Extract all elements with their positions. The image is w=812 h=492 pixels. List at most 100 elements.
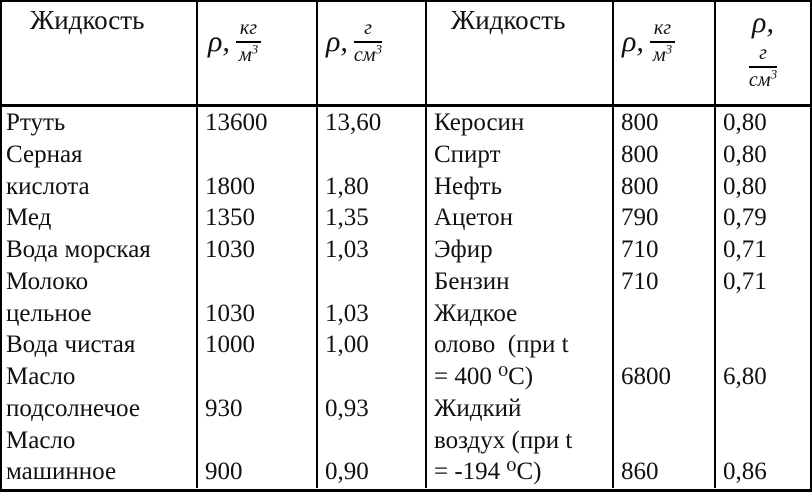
table-cell: 1,35 <box>316 202 425 234</box>
table-cell: 800 <box>612 107 714 139</box>
fraction-denominator: см3 <box>748 67 777 92</box>
fraction-kg-m3: кг м3 <box>649 17 676 67</box>
table-cell: Жидкий <box>425 392 612 425</box>
fraction-numerator: г <box>353 17 383 43</box>
table-row: Масло = 400 ⁰С) 6800 6,80 <box>2 361 810 393</box>
table-cell: 0,93 <box>316 392 425 425</box>
table-cell <box>316 361 425 393</box>
table-cell: Мед <box>6 204 52 232</box>
table-cell <box>612 329 714 361</box>
table-row: Ртуть 13600 13,60 Керосин 800 0,80 <box>2 107 810 139</box>
table-cell <box>612 297 714 330</box>
denominator-exponent: 3 <box>375 41 383 57</box>
table-cell: 1,80 <box>316 170 425 203</box>
fraction-denominator: м3 <box>650 42 675 67</box>
table-cell <box>714 392 810 425</box>
denominator-exponent: 3 <box>251 41 259 57</box>
table-cell: Вода морская <box>6 236 151 263</box>
table-cell <box>196 265 316 298</box>
table-row: Вода морская 1030 1,03 Эфир 710 0,71 <box>2 234 810 266</box>
table-row: Молоко Бензин 710 0,71 <box>2 265 810 298</box>
rho-symbol: ρ, <box>208 25 230 58</box>
table-cell: Вода чистая <box>6 331 136 359</box>
table-cell: 1030 <box>196 297 316 330</box>
table-cell: 6,80 <box>714 361 810 393</box>
denominator-base: см <box>748 69 771 91</box>
table-cell: 13,60 <box>316 107 425 139</box>
table-cell: 1,03 <box>316 297 425 330</box>
table-cell: 1,03 <box>316 234 425 266</box>
table-row: подсолнечое 930 0,93 Жидкий <box>2 392 810 425</box>
table-cell: машинное <box>6 458 117 486</box>
table-cell <box>612 392 714 425</box>
table-cell: 6800 <box>612 361 714 393</box>
table-cell <box>196 424 316 457</box>
table-cell <box>714 329 810 361</box>
table-cell: Керосин <box>425 107 612 139</box>
table-cell: = 400 ⁰С) <box>425 361 612 393</box>
denominator-base: м <box>238 44 252 66</box>
fraction-g-cm3: г см3 <box>353 17 383 67</box>
table-cell: Масло <box>6 426 76 454</box>
table-cell: 790 <box>612 202 714 234</box>
table-row: кислота 1800 1,80 Нефть 800 0,80 <box>2 170 810 203</box>
table-cell <box>714 424 810 457</box>
table-cell: 13600 <box>196 107 316 139</box>
table-cell: Эфир <box>425 234 612 266</box>
denominator-base: см <box>353 44 376 66</box>
table-row: Мед 1350 1,35 Ацетон 790 0,79 <box>2 202 810 234</box>
rho-symbol: ρ, <box>326 25 348 58</box>
fraction-numerator: кг <box>235 17 262 43</box>
table-cell: 0,90 <box>316 456 425 488</box>
table-cell: 930 <box>196 392 316 425</box>
table-cell: 710 <box>612 265 714 298</box>
table-cell: Ацетон <box>425 202 612 234</box>
table-body: Ртуть 13600 13,60 Керосин 800 0,80 Серная Спирт… <box>2 107 810 488</box>
table-cell: 1,00 <box>316 329 425 361</box>
table-cell: 860 <box>612 456 714 488</box>
table-cell: 800 <box>612 170 714 203</box>
table-cell: = -194 ⁰С) <box>425 456 612 488</box>
header-row: Жидкость ρ, кг м3 ρ, г см3 Жидкость ρ, к… <box>2 2 810 107</box>
table-row: машинное 900 0,90 = -194 ⁰С) 860 0,86 <box>2 456 810 488</box>
header-liquid-left: Жидкость <box>30 5 145 35</box>
fraction-denominator: см3 <box>353 41 383 67</box>
table-cell: 1030 <box>196 234 316 266</box>
table-cell: воздух (при t <box>425 424 612 457</box>
denominator-base: м <box>652 44 666 66</box>
table-cell: олово (при t <box>425 329 612 361</box>
table-cell: Жидкое <box>425 297 612 330</box>
table-cell: 1800 <box>196 170 316 203</box>
table-cell: Бензин <box>425 265 612 298</box>
table-cell: 1350 <box>196 202 316 234</box>
table-cell: 0,80 <box>714 138 810 171</box>
table-cell: Серная <box>6 140 83 168</box>
table-cell: 0,86 <box>714 456 810 488</box>
table-cell: 800 <box>612 138 714 171</box>
table-cell: 0,79 <box>714 202 810 234</box>
table-cell: 900 <box>196 456 316 488</box>
rho-symbol: ρ, <box>752 6 774 39</box>
table-cell <box>196 361 316 393</box>
fraction-kg-m3: кг м3 <box>235 17 262 67</box>
table-row: цельное 1030 1,03 Жидкое <box>2 297 810 330</box>
header-rho-g-left: ρ, г см3 <box>316 2 425 104</box>
table-cell: Молоко <box>6 267 89 295</box>
header-rho-kg-left: ρ, кг м3 <box>196 2 316 104</box>
table-cell <box>316 424 425 457</box>
fraction-numerator: кг <box>649 17 676 43</box>
table-cell: 0,71 <box>714 265 810 298</box>
fraction-denominator: м3 <box>236 41 261 67</box>
table-row: Масло воздух (при t <box>2 424 810 457</box>
table-cell <box>196 138 316 171</box>
table-cell: 1000 <box>196 329 316 361</box>
table-cell <box>316 138 425 171</box>
table-cell: Масло <box>6 363 76 390</box>
table-cell: 0,80 <box>714 170 810 203</box>
fraction-numerator: г <box>748 42 778 68</box>
table-cell <box>714 297 810 330</box>
table-row: Вода чистая 1000 1,00 олово (при t <box>2 329 810 361</box>
table-cell: подсолнечое <box>6 394 140 422</box>
table-cell: 0,80 <box>714 107 810 139</box>
